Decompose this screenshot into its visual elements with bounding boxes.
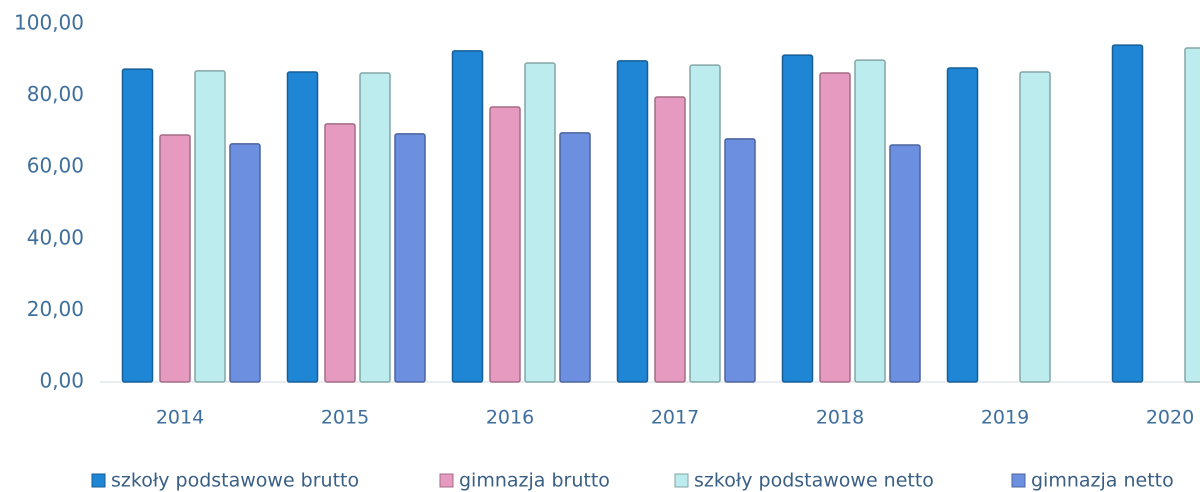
legend-label: gimnazja netto (1031, 470, 1174, 492)
x-tick-label: 2017 (651, 407, 699, 429)
bar (121, 68, 154, 383)
bar (1019, 71, 1051, 383)
legend-label: szkoły podstawowe netto (694, 470, 934, 492)
x-tick-label: 2018 (816, 407, 864, 429)
bar (229, 143, 261, 383)
legend-label: szkoły podstawowe brutto (111, 470, 359, 492)
legend-swatch (674, 473, 689, 488)
x-tick-label: 2019 (981, 407, 1029, 429)
x-tick-label: 2014 (156, 407, 204, 429)
legend-swatch (1011, 473, 1026, 488)
bar (159, 134, 191, 383)
y-tick-label: 40,00 (27, 225, 84, 249)
bar (781, 54, 814, 383)
bar (724, 138, 756, 383)
legend-swatch (91, 473, 106, 488)
bar (889, 144, 921, 383)
y-tick-label: 60,00 (27, 154, 84, 178)
bar (394, 133, 426, 383)
y-tick-label: 80,00 (27, 82, 84, 106)
x-tick-label: 2015 (321, 407, 369, 429)
bar (1111, 44, 1144, 383)
x-tick-label: 2020 (1146, 407, 1194, 429)
bar (559, 132, 591, 383)
y-tick-label: 100,00 (14, 11, 84, 35)
bar (616, 60, 649, 383)
legend-swatch (439, 473, 454, 488)
legend-label: gimnazja brutto (459, 470, 610, 492)
bar (689, 64, 721, 383)
bar (194, 70, 226, 383)
bar (946, 67, 979, 383)
x-tick-label: 2016 (486, 407, 534, 429)
bar (451, 50, 484, 383)
bar (524, 62, 556, 383)
bar (489, 106, 521, 383)
bar (324, 123, 356, 383)
y-tick-label: 20,00 (27, 297, 84, 321)
y-tick-label: 0,00 (39, 369, 84, 393)
bar (654, 96, 686, 383)
bar (854, 59, 886, 383)
bar (359, 72, 391, 383)
bar (819, 72, 851, 383)
bar (286, 71, 319, 383)
bar (1184, 47, 1200, 383)
